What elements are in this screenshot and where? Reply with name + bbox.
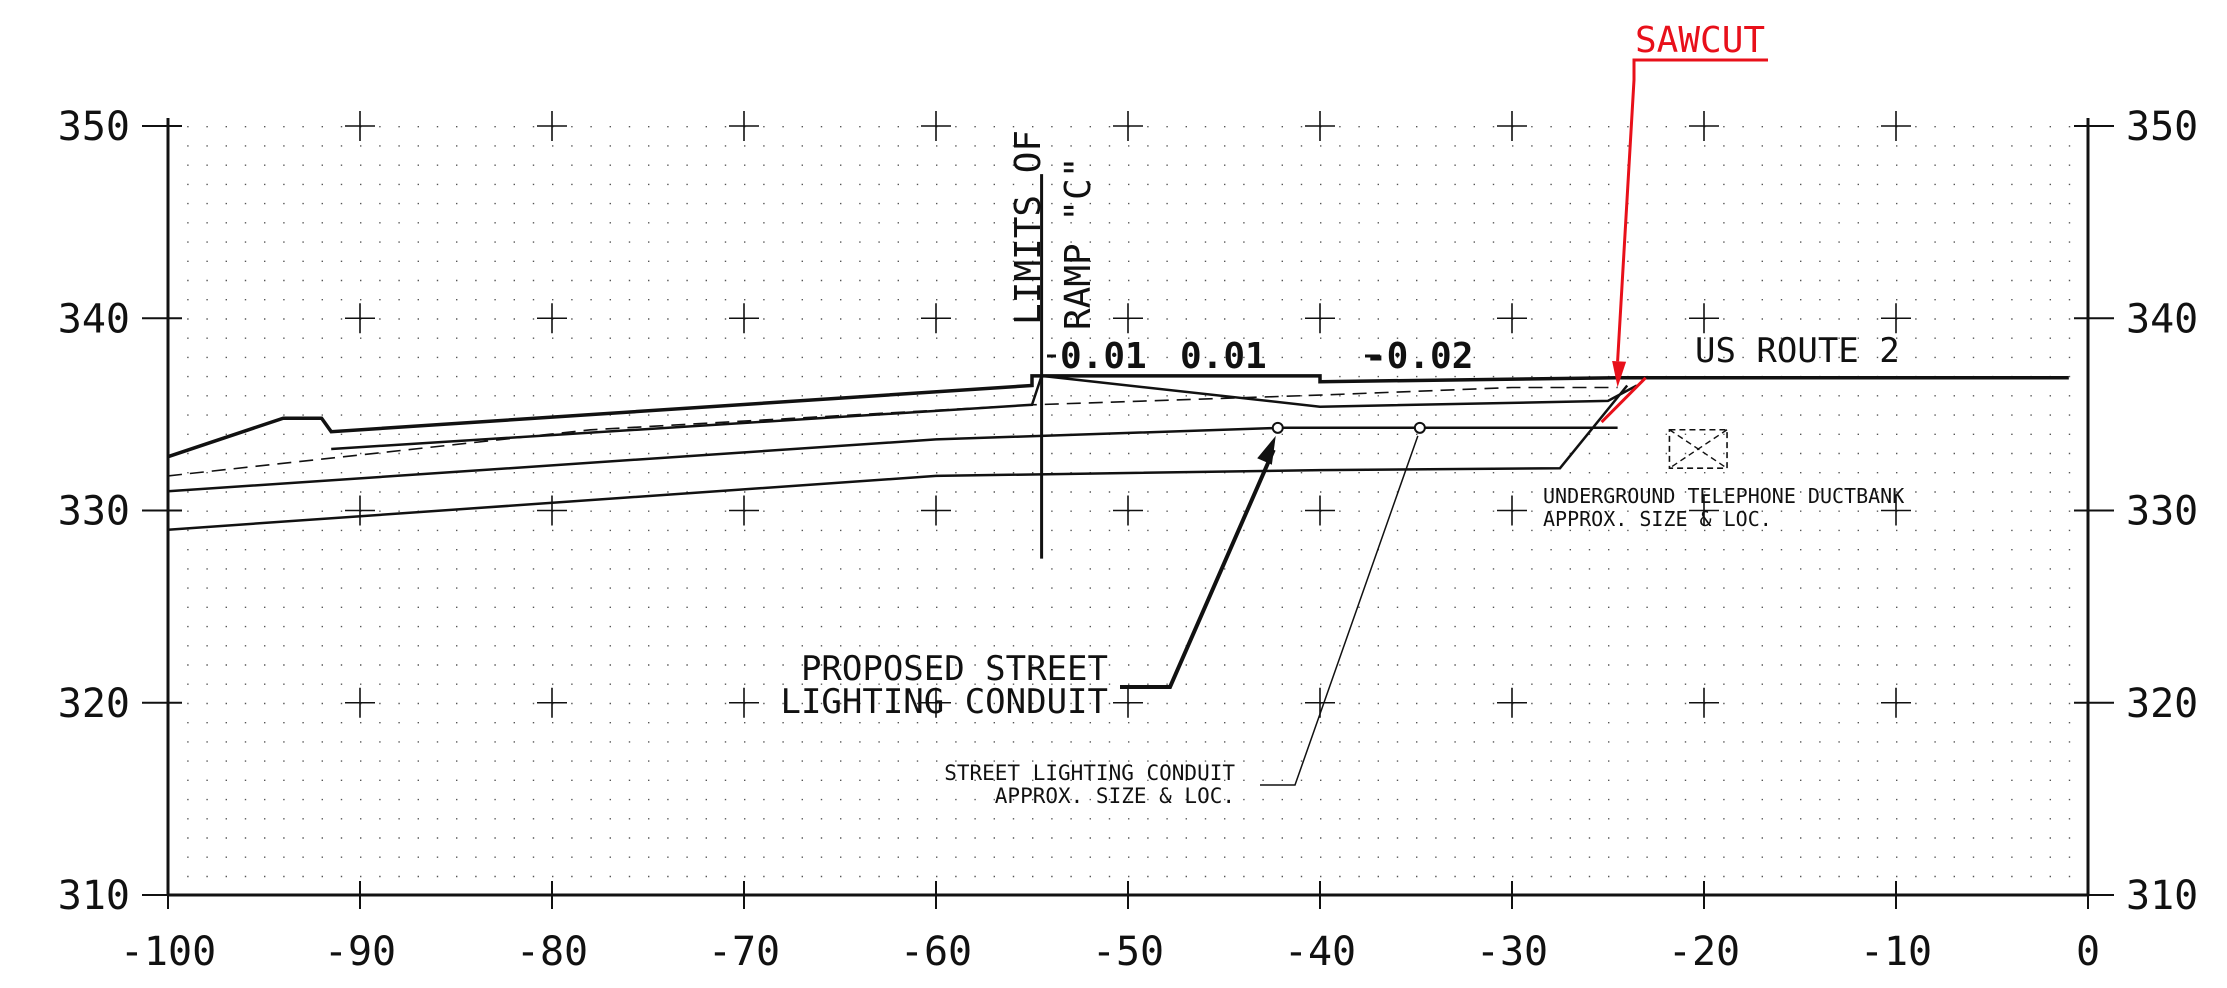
y-tick-label-right: 320 bbox=[2126, 681, 2198, 727]
proposed-conduit-arrow bbox=[1257, 435, 1276, 465]
existing-conduit-label-2: APPROX. SIZE & LOC. bbox=[995, 784, 1235, 808]
y-tick-label-right: 330 bbox=[2126, 489, 2198, 535]
x-tick-label: -80 bbox=[516, 929, 588, 975]
grid-plus-marker bbox=[1881, 687, 1911, 718]
slope-label-1: 0.01 bbox=[1060, 336, 1147, 377]
profile-finished-grade bbox=[167, 374, 2069, 459]
grid-plus-marker bbox=[1689, 495, 1719, 526]
grid-plus-marker bbox=[1497, 111, 1527, 141]
slope-label-3: -0.02 bbox=[1365, 336, 1473, 377]
ductbank-box bbox=[1668, 428, 1728, 470]
grid-plus-marker bbox=[1305, 111, 1335, 141]
x-tick-label: -20 bbox=[1668, 929, 1740, 975]
grid-plus-marker bbox=[729, 303, 759, 334]
x-tick-label: -90 bbox=[324, 929, 396, 975]
grid-plus-marker bbox=[1113, 495, 1143, 526]
profile-lines bbox=[167, 374, 2069, 531]
grid-plus-marker bbox=[1305, 495, 1335, 526]
ductbank-label-1: UNDERGROUND TELEPHONE DUCTBANK bbox=[1543, 484, 1904, 508]
sawcut-label: SAWCUT bbox=[1635, 20, 1765, 61]
grid-plus-marker bbox=[1497, 687, 1527, 718]
conduit-circle bbox=[1271, 421, 1284, 434]
grid-plus-marker bbox=[729, 495, 759, 526]
grid-plus-marker bbox=[345, 303, 375, 334]
profile-existing-ground bbox=[167, 386, 1618, 477]
grid-plus-marker bbox=[537, 687, 567, 718]
conduit-points bbox=[1271, 421, 1426, 434]
ramp-c-label: RAMP "C" bbox=[1058, 157, 1099, 330]
ductbank-label-2: APPROX. SIZE & LOC. bbox=[1543, 507, 1772, 531]
grid-plus-marker bbox=[1689, 303, 1719, 334]
axis-ticks bbox=[142, 125, 2114, 909]
grid-plus-marker bbox=[921, 111, 951, 141]
grid-plus-marker bbox=[1113, 687, 1143, 718]
grid-plus-marker bbox=[921, 495, 951, 526]
road-label: US ROUTE 2 bbox=[1695, 331, 1900, 371]
y-tick-label-left: 340 bbox=[58, 296, 130, 342]
grid-plus-marker bbox=[345, 495, 375, 526]
existing-conduit-label-1: STREET LIGHTING CONDUIT bbox=[944, 761, 1235, 785]
grid-plus-marker bbox=[1305, 303, 1335, 334]
grid-plus-marker bbox=[1689, 687, 1719, 718]
x-tick-label: -100 bbox=[120, 929, 216, 975]
grid-plus-marker bbox=[1113, 303, 1143, 334]
grid-plus-marker bbox=[1497, 495, 1527, 526]
y-tick-label-right: 340 bbox=[2126, 296, 2198, 342]
grid-plus-marker bbox=[537, 495, 567, 526]
limits-of-label: LIMITS OF bbox=[1008, 130, 1049, 325]
grid-plus-marker bbox=[1881, 495, 1911, 526]
grid-plus-marker bbox=[729, 111, 759, 141]
grid-plus-marker bbox=[537, 303, 567, 334]
grid-plus-marker bbox=[537, 111, 567, 141]
sawcut-leader-line bbox=[1616, 58, 1768, 362]
x-tick-label: -50 bbox=[1092, 929, 1164, 975]
grid-plus-marker bbox=[345, 687, 375, 718]
x-tick-label: -30 bbox=[1476, 929, 1548, 975]
x-tick-label: -60 bbox=[900, 929, 972, 975]
slope-label-2: 0.01 bbox=[1180, 336, 1267, 377]
x-tick-label: 0 bbox=[2076, 929, 2100, 975]
profile-bottom-excavation bbox=[167, 384, 1629, 531]
proposed-conduit-label-2: LIGHTING CONDUIT bbox=[780, 682, 1108, 722]
y-tick-label-left: 350 bbox=[58, 104, 130, 150]
y-tick-label-right: 310 bbox=[2126, 873, 2198, 919]
profile-subbase bbox=[167, 426, 1618, 493]
grid-plus-marker bbox=[1689, 111, 1719, 141]
ductbank-cross bbox=[1669, 429, 1728, 469]
sawcut-mark bbox=[1600, 376, 1647, 424]
grid-plus-marker bbox=[1113, 111, 1143, 141]
proposed-conduit-leader bbox=[1120, 449, 1276, 689]
y-tick-label-left: 320 bbox=[58, 681, 130, 727]
conduit-circle bbox=[1413, 421, 1426, 434]
plus-grid bbox=[345, 111, 1911, 718]
sawcut-arrow-head bbox=[1612, 360, 1627, 388]
grid-plus-marker bbox=[921, 303, 951, 334]
x-tick-label: -10 bbox=[1860, 929, 1932, 975]
grid-plus-marker bbox=[345, 111, 375, 141]
ductbank-rect bbox=[1668, 428, 1728, 470]
y-tick-label-left: 310 bbox=[58, 873, 130, 919]
grid-plus-marker bbox=[1881, 303, 1911, 334]
x-tick-label: -40 bbox=[1284, 929, 1356, 975]
proposed-conduit-label-1: PROPOSED STREET bbox=[801, 649, 1108, 689]
y-tick-label-right: 350 bbox=[2126, 104, 2198, 150]
grid-plus-marker bbox=[921, 687, 951, 718]
x-tick-label: -70 bbox=[708, 929, 780, 975]
grid-plus-marker bbox=[1881, 111, 1911, 141]
grid-plus-marker bbox=[729, 687, 759, 718]
grid-plus-marker bbox=[1497, 303, 1527, 334]
existing-conduit-leader bbox=[1260, 435, 1419, 786]
y-tick-label-left: 330 bbox=[58, 489, 130, 535]
